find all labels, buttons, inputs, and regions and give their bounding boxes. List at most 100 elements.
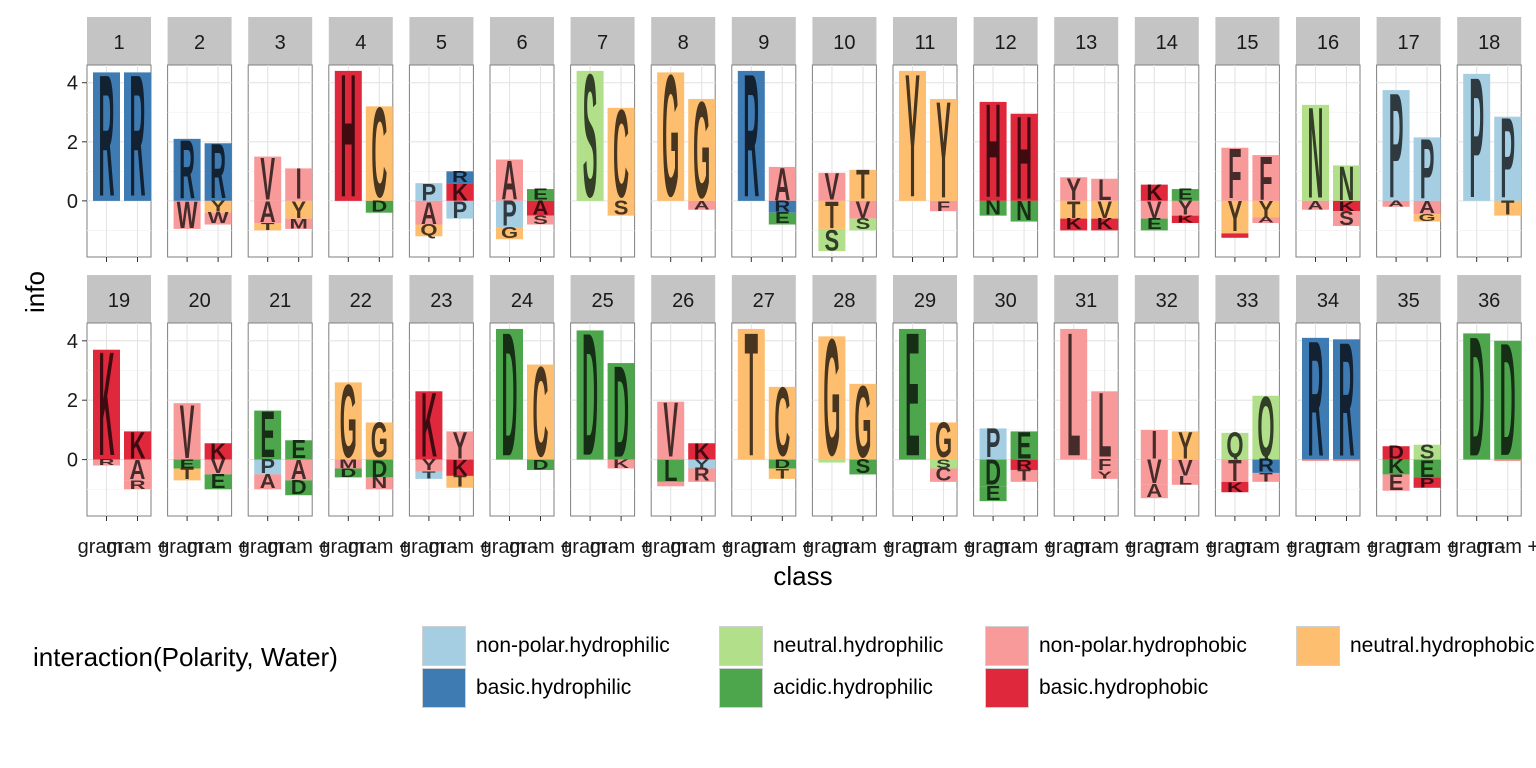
x-tick-label: gram + [267, 536, 330, 558]
logo-letter-4-C: C [371, 83, 387, 225]
logo-letter-29-S: S [936, 457, 951, 471]
x-tick-label: gram - [158, 536, 216, 558]
facet-label-24: 24 [511, 290, 533, 312]
x-tick-label: gram + [1476, 536, 1536, 558]
logo-bar-35-P [1413, 477, 1441, 488]
logo-letter-5-P: P [422, 178, 437, 205]
logo-bar-15-A [1252, 217, 1280, 224]
logo-letter-19-K: K [99, 322, 115, 487]
logo-bar-30-E [979, 486, 1007, 502]
x-tick-label: gram + [1396, 536, 1459, 558]
logo-bar-13-V [1091, 200, 1119, 219]
logo-bar-6-G [496, 227, 523, 240]
logo-letter-33-R: R [1258, 456, 1274, 476]
x-tick-label: gram - [239, 536, 297, 558]
logo-letter-6-G: G [501, 225, 518, 242]
y-tick-label: 2 [67, 390, 78, 412]
logo-letter-22-D: D [340, 466, 356, 480]
logo-bar-16-N [1333, 165, 1360, 201]
logo-bar-13-T [1060, 200, 1088, 219]
facet-label-5: 5 [436, 32, 447, 54]
logo-bar-30-E [1010, 431, 1038, 460]
logo-letter-22-N: N [371, 475, 387, 493]
x-tick-label: gram - [1125, 536, 1183, 558]
logo-bar-23-K [415, 391, 443, 460]
facet-strip-31 [1054, 275, 1119, 323]
x-tick-label: gram + [428, 536, 491, 558]
logo-bar-16-K [1333, 200, 1360, 212]
logo-bar-17-P [1413, 137, 1441, 201]
logo-bar-2-R [204, 143, 232, 201]
facet-label-31: 31 [1075, 290, 1097, 312]
legend-title: interaction(Polarity, Water) [33, 642, 338, 672]
logo-bar-29-C [930, 468, 957, 482]
facet-strip-34 [1296, 275, 1360, 323]
logo-bar-9-R [768, 200, 796, 213]
logo-letter-16-A: A [1308, 199, 1324, 213]
logo-bar-19-K [124, 431, 151, 460]
facet-label-35: 35 [1397, 290, 1419, 312]
facet-label-10: 10 [833, 32, 855, 54]
logo-letter-10-T: T [825, 193, 838, 236]
facet-strip-22 [328, 275, 393, 323]
logo-letter-10-V: V [825, 165, 840, 208]
logo-letter-17-P: P [1420, 121, 1435, 217]
x-tick-label: gram + [1154, 536, 1217, 558]
facet-strip-15 [1215, 17, 1280, 65]
logo-bar-22-D [334, 468, 362, 478]
logo-letter-3-A: A [260, 195, 276, 229]
logo-bar-17-G [1413, 214, 1441, 222]
logo-letter-14-Y: Y [1178, 197, 1193, 219]
logo-bar-5-P [446, 200, 474, 219]
logo-bar-21-E [254, 410, 282, 460]
logo-letter-29-G: G [935, 413, 952, 469]
legend-label: acidic.hydrophilic [773, 676, 933, 699]
logo-bar-33-T [1252, 472, 1280, 482]
logo-letter-31-Y: Y [1097, 470, 1112, 481]
logo-bar-26-R [688, 468, 716, 482]
logo-letter-23-K: K [452, 455, 468, 480]
logo-letter-5-P: P [453, 196, 468, 223]
facet-strip-11 [893, 17, 957, 65]
logo-letter-5-R: R [452, 169, 468, 186]
logo-letter-35-D: D [1388, 443, 1404, 463]
logo-bar-26-K [688, 443, 716, 460]
legend-swatch [719, 668, 763, 708]
facet-strip-17 [1376, 17, 1441, 65]
logo-bar-18-T [1494, 200, 1522, 216]
logo-bar-4-H [334, 70, 362, 201]
logo-letter-20-K: K [210, 439, 226, 464]
logo-bar-18-P [1494, 116, 1522, 201]
logo-bar-13-L [1091, 178, 1119, 201]
logo-bar-4-C [365, 106, 393, 201]
facet-label-14: 14 [1156, 32, 1178, 54]
logo-bar-19-A [124, 459, 151, 481]
logo-letter-6-A: A [533, 197, 549, 219]
logo-letter-28-S: S [856, 456, 871, 478]
facet-strip-9 [731, 17, 796, 65]
y-tick-label: 2 [67, 132, 78, 154]
logo-bar-24-C [527, 364, 554, 460]
facet-strip-4 [328, 17, 393, 65]
logo-bar-20-V [204, 459, 232, 475]
logo-letter-13-L: L [1098, 173, 1111, 207]
x-tick-label: gram + [106, 536, 169, 558]
logo-bar-32-V [1171, 459, 1199, 476]
logo-bar-8-A [688, 200, 716, 210]
y-tick-label: 4 [67, 73, 78, 95]
logo-bar-17-P [1382, 90, 1410, 201]
logo-bar-26-L [657, 459, 685, 482]
facet-strip-19 [87, 275, 151, 323]
logo-letter-29-E: E [905, 295, 920, 493]
logo-bar-3-I [285, 168, 313, 201]
logo-bar-6-P [496, 200, 523, 228]
logo-bar-36-D [1494, 340, 1522, 460]
logo-bar-20-V [173, 403, 201, 460]
legend-swatch [422, 668, 466, 708]
logo-letter-35-P: P [1420, 475, 1435, 491]
logo-letter-10-S: S [825, 223, 840, 257]
logo-bar-15-F [1221, 147, 1249, 201]
logo-letter-30-R: R [1016, 457, 1032, 473]
x-tick-label: gram + [670, 536, 733, 558]
